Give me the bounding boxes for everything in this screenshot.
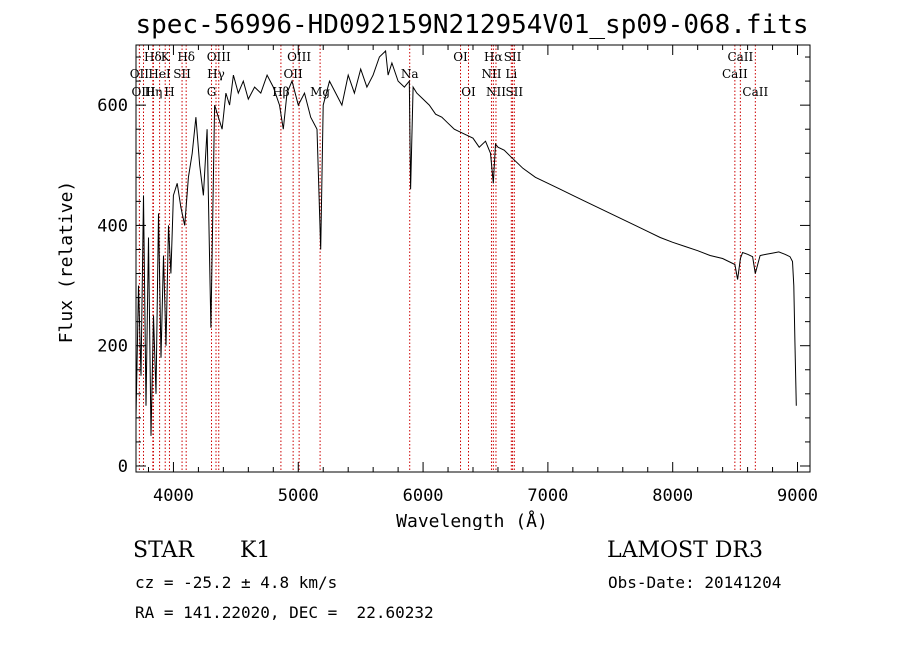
ion-label: HeI <box>148 67 171 81</box>
ion-label: SII <box>173 67 191 81</box>
ion-label: Hα <box>484 50 503 64</box>
ion-label: OI <box>453 50 468 64</box>
spectrum-line <box>135 49 797 436</box>
x-tick-label: 4000 <box>153 486 194 506</box>
ion-label: CaII <box>727 50 753 64</box>
axis-ticks: 4000 5000 6000 7000 8000 9000 0 200 400 600 <box>97 45 818 506</box>
ion-label: G <box>207 85 217 99</box>
ion-label: CaII <box>722 67 748 81</box>
ion-label: Hδ <box>177 50 195 64</box>
y-tick-label: 0 <box>118 457 128 477</box>
ion-label: K <box>161 50 171 64</box>
chart-title: spec-56996-HD092159N212954V01_sp09-068.f… <box>135 10 808 40</box>
ion-label: OIII <box>131 85 155 99</box>
y-tick-label: 200 <box>97 337 128 357</box>
ion-label: Hγ <box>207 67 225 81</box>
redshift-velocity: cz = -25.2 ± 4.8 km/s <box>135 573 338 592</box>
ion-label: SII <box>504 50 522 64</box>
plot-frame <box>135 44 811 473</box>
x-tick-label: 8000 <box>652 486 693 506</box>
ion-label: Hη <box>145 85 163 99</box>
ion-label: OI <box>461 85 476 99</box>
ion-label: NII <box>481 67 501 81</box>
y-tick-label: 400 <box>97 216 128 236</box>
object-class: STAR <box>133 538 194 563</box>
x-tick-label: 7000 <box>527 486 568 506</box>
object-subclass: K1 <box>240 538 271 563</box>
ion-label: CaII <box>742 85 768 99</box>
ion-label: OIII <box>207 50 231 64</box>
ion-label: NII <box>486 85 506 99</box>
ion-label: SII <box>505 85 523 99</box>
y-axis-label: Flux (relative) <box>56 181 77 344</box>
x-tick-label: 6000 <box>403 486 444 506</box>
y-tick-label: 600 <box>97 96 128 116</box>
x-tick-label: 5000 <box>278 486 319 506</box>
line-markers <box>138 45 756 472</box>
ion-label: OII <box>283 67 303 81</box>
ion-label: Na <box>401 67 419 81</box>
ion-label: Hδ <box>144 50 162 64</box>
ion-label: H <box>164 85 174 99</box>
ion-label: Mg <box>310 85 330 99</box>
sky-coordinates: RA = 141.22020, DEC = 22.60232 <box>135 603 434 622</box>
ion-label: OIII <box>287 50 311 64</box>
x-axis-label: Wavelength (Å) <box>396 510 548 530</box>
ion-label: Li <box>505 67 517 81</box>
ion-label: OII <box>130 67 150 81</box>
spectrum-plot: spec-56996-HD092159N212954V01_sp09-068.f… <box>56 10 818 530</box>
observation-date: Obs-Date: 20141204 <box>608 573 782 592</box>
x-tick-label: 9000 <box>777 486 818 506</box>
survey-name: LAMOST DR3 <box>607 538 763 563</box>
